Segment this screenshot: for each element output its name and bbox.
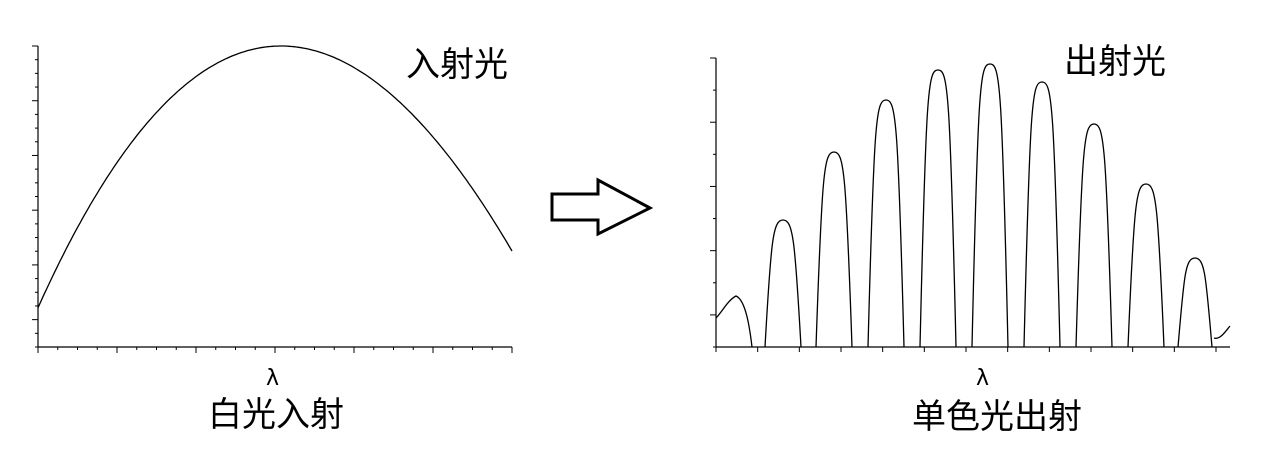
output-caption: 单色光出射 <box>912 397 1082 437</box>
incident-spectrum-chart <box>32 45 513 353</box>
output-spectrum-curve <box>715 63 1231 348</box>
incident-caption: 白光入射 <box>208 395 344 435</box>
x-axis-label: λ <box>266 366 280 391</box>
x-ticks <box>715 347 1217 352</box>
output-light-label: 出射光 <box>1064 42 1166 82</box>
right-arrow-icon <box>550 177 654 237</box>
incident-spectrum-curve <box>37 45 513 308</box>
x-axis-label: λ <box>976 366 990 391</box>
output-spectrum-chart <box>710 57 1231 352</box>
output-light-panel: 出射光 λ 单色光出射 <box>690 0 1286 460</box>
x-ticks <box>37 347 513 353</box>
incident-light-panel: 入射光 λ 白光入射 <box>0 0 540 460</box>
incident-light-label: 入射光 <box>406 45 508 85</box>
y-ticks <box>32 45 38 348</box>
y-ticks <box>710 57 716 348</box>
